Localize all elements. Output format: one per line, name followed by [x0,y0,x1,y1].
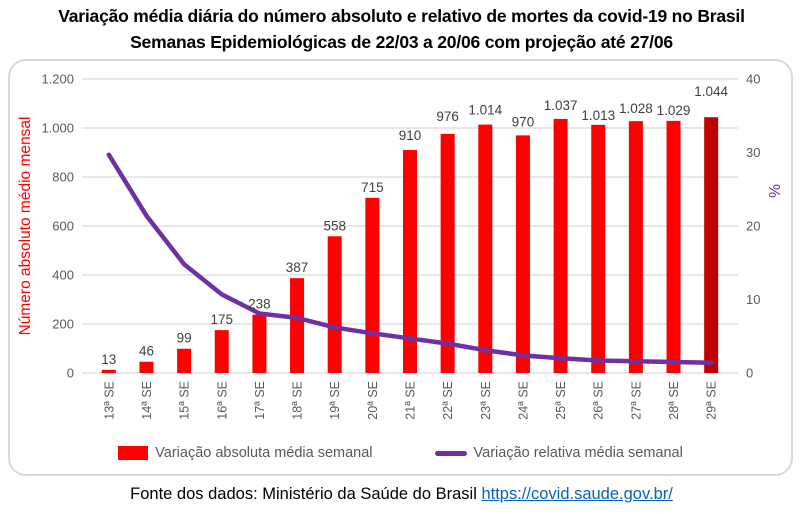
bar [403,150,417,373]
bar-data-label: 558 [323,218,346,233]
x-axis-tick-label: 24ª SE [516,381,530,420]
x-axis-tick-label: 16ª SE [215,381,229,420]
bar [290,278,305,373]
left-axis-title: Número absoluto médio mensal [17,117,34,336]
legend-line-swatch-icon [434,450,467,456]
bar-data-label: 1.013 [581,108,615,123]
x-axis-tick-label: 15ª SE [178,381,192,420]
bar [139,361,154,373]
bar [553,118,568,373]
bar [591,124,606,373]
left-axis-tick-label: 800 [52,170,74,185]
bar [704,117,719,373]
bar-data-label: 175 [210,312,233,327]
right-axis-tick-label: 10 [746,292,760,307]
legend-item-absolute: Variação absoluta média semanal [118,445,373,461]
x-axis-tick-label: 27ª SE [629,381,643,420]
left-axis-tick-label: 0 [67,366,74,381]
legend-item-relative: Variação relativa média semanal [434,445,683,461]
bar-data-label: 1.037 [544,98,578,113]
legend-label-relative: Variação relativa média semanal [473,445,683,461]
bar [177,348,192,373]
x-axis-tick-label: 19ª SE [328,381,342,420]
chart-title-line2: Semanas Epidemiológicas de 22/03 a 20/06… [130,32,673,52]
x-axis-tick-label: 29ª SE [705,381,719,420]
right-axis-title: % [767,184,784,198]
bar-data-label: 13 [101,352,116,367]
x-axis-tick-label: 14ª SE [140,381,154,420]
right-axis-tick-label: 40 [746,72,760,87]
bar-data-label: 238 [248,297,271,312]
bar [628,121,643,373]
x-axis-tick-label: 13ª SE [102,381,116,420]
legend-bar-swatch-icon [118,446,149,460]
bar [327,236,342,373]
line-series [106,152,714,365]
left-axis-tick-label: 200 [52,317,74,332]
left-axis-tick-label: 400 [52,268,74,283]
bar-data-label: 1.028 [619,101,653,116]
bar-data-label: 1.029 [657,103,691,118]
right-axis-tick-label: 0 [746,366,753,381]
x-axis-tick-label: 18ª SE [291,381,305,420]
x-axis-tick-label: 23ª SE [479,381,493,420]
legend-label-absolute: Variação absoluta média semanal [155,445,373,461]
right-axis-tick-label: 20 [746,219,760,234]
right-axis-tick-label: 30 [746,145,760,160]
bar-data-label: 99 [177,331,192,346]
left-axis-tick-label: 1.000 [41,121,74,136]
bar-data-label: 1.014 [468,103,502,118]
bar [365,197,380,373]
x-axis-tick-label: 21ª SE [404,381,418,420]
x-axis-tick-label: 25ª SE [554,381,568,420]
bar [252,314,267,373]
chart-frame: 0 200 400 600 800 1.000 1.200 0 10 20 30 40 13 46 99 17… [8,59,793,476]
bar-data-label: 387 [286,260,309,275]
bar [666,120,681,373]
bar-data-label: 970 [512,114,535,129]
bar [515,135,530,373]
chart-svg: 0 200 400 600 800 1.000 1.200 0 10 20 30 40 13 46 99 17… [17,72,784,420]
source-footer: Fonte dos dados: Ministério da Saúde do … [0,485,803,504]
bar [440,133,455,373]
x-axis-tick-label: 17ª SE [253,381,267,420]
bar-data-label: 46 [139,344,154,359]
x-axis-tick-label: 22ª SE [441,381,455,420]
bar-data-label: 976 [436,109,459,124]
chart-title: Variação média diária do número absoluto… [0,3,803,55]
x-axis-tick-label: 26ª SE [592,381,606,420]
bar [478,124,493,373]
bar [214,330,229,373]
x-axis-tick-label: 20ª SE [366,381,380,420]
source-link[interactable]: https://covid.saude.gov.br/ [481,485,673,503]
bar-data-label: 1.044 [694,84,728,99]
bar-data-label: 910 [399,128,422,143]
x-axis-tick-label: 28ª SE [667,381,681,420]
bar-data-label: 715 [361,180,384,195]
chart-legend: Variação absoluta média semanal Variação… [10,445,791,461]
bar [101,369,116,373]
source-text: Fonte dos dados: Ministério da Saúde do … [130,485,477,503]
left-axis-tick-label: 600 [52,219,74,234]
chart-title-line1: Variação média diária do número absoluto… [58,6,745,26]
left-axis-tick-label: 1.200 [41,72,74,87]
